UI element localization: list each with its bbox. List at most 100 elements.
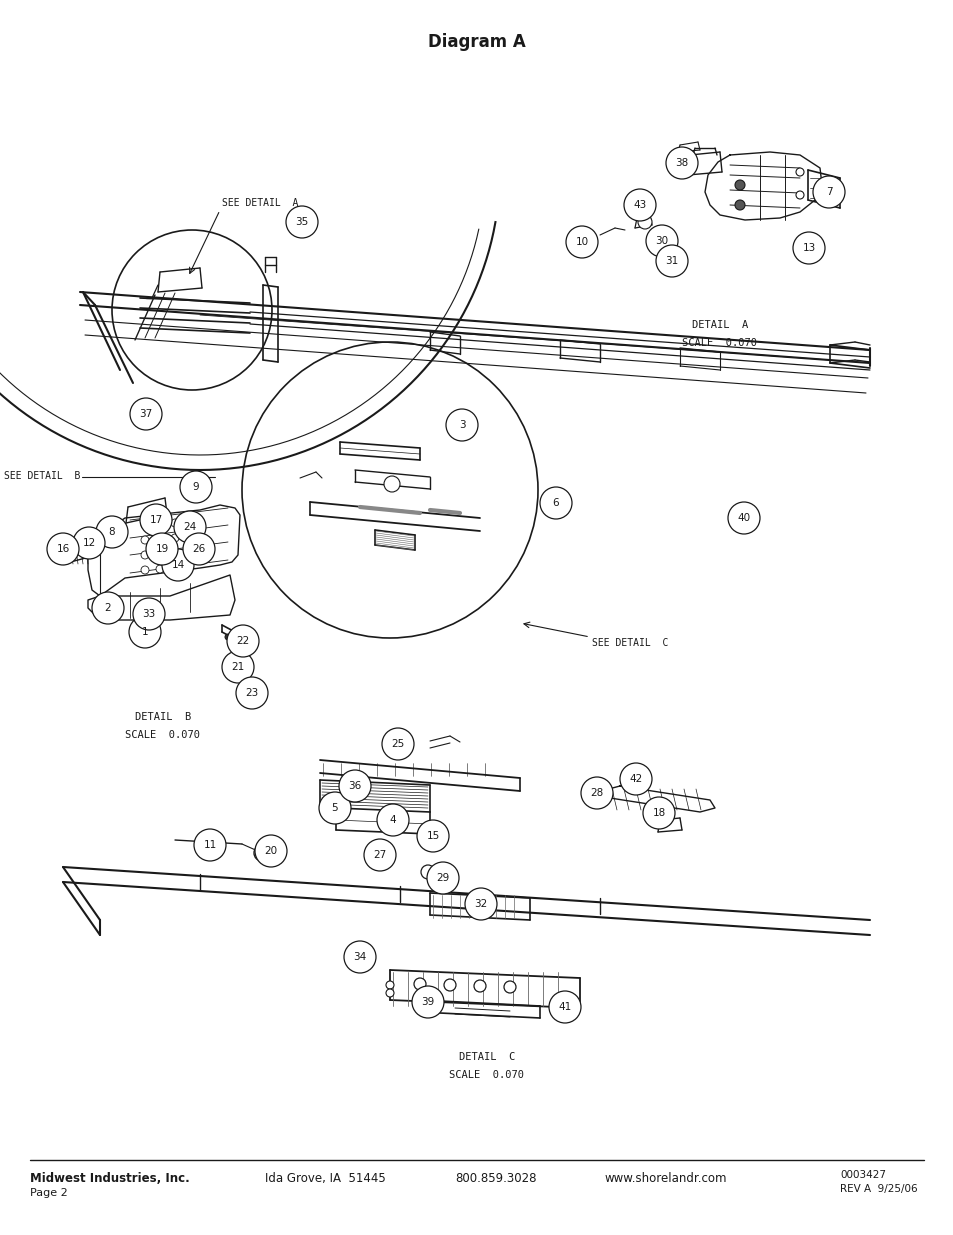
Circle shape [91,592,124,624]
Circle shape [47,534,79,564]
Text: 14: 14 [172,559,185,571]
Text: 31: 31 [664,256,678,266]
Text: 2: 2 [105,603,112,613]
Circle shape [795,191,803,199]
Circle shape [171,534,179,542]
Circle shape [73,527,105,559]
Text: 20: 20 [264,846,277,856]
Circle shape [146,534,178,564]
Circle shape [171,519,179,527]
Circle shape [318,792,351,824]
Text: 7: 7 [825,186,831,198]
Circle shape [364,839,395,871]
Circle shape [173,511,206,543]
Text: 42: 42 [629,774,642,784]
Text: DETAIL  A: DETAIL A [691,320,747,330]
Circle shape [286,206,317,238]
Text: SCALE  0.070: SCALE 0.070 [449,1070,524,1079]
Circle shape [427,862,458,894]
Text: 40: 40 [737,513,750,522]
Circle shape [338,769,371,802]
Circle shape [193,829,226,861]
Circle shape [232,637,237,643]
Circle shape [642,797,675,829]
Text: 26: 26 [193,543,206,555]
Circle shape [656,245,687,277]
Text: 24: 24 [183,522,196,532]
Text: 12: 12 [82,538,95,548]
Circle shape [225,634,231,640]
Text: 9: 9 [193,482,199,492]
Circle shape [734,180,744,190]
Text: 37: 37 [139,409,152,419]
Circle shape [141,566,149,574]
Circle shape [156,564,164,573]
Circle shape [539,487,572,519]
Text: 3: 3 [458,420,465,430]
Text: 36: 36 [348,781,361,790]
Circle shape [792,232,824,264]
Text: 25: 25 [391,739,404,748]
Text: Page 2: Page 2 [30,1188,68,1198]
Text: REV A  9/25/06: REV A 9/25/06 [840,1184,917,1194]
Text: 27: 27 [373,850,386,860]
Circle shape [565,226,598,258]
Text: 5: 5 [332,803,338,813]
Text: DETAIL  B: DETAIL B [134,713,191,722]
Circle shape [623,189,656,221]
Circle shape [130,398,162,430]
Text: 28: 28 [590,788,603,798]
Circle shape [156,550,164,558]
Circle shape [727,501,760,534]
Circle shape [381,727,414,760]
Circle shape [132,598,165,630]
Circle shape [812,177,844,207]
Text: 1: 1 [142,627,148,637]
Text: 0003427: 0003427 [840,1170,885,1179]
Text: 30: 30 [655,236,668,246]
Text: 41: 41 [558,1002,571,1011]
Text: 13: 13 [801,243,815,253]
Text: SEE DETAIL  A: SEE DETAIL A [222,198,298,207]
Circle shape [795,168,803,177]
Text: www.shorelandr.com: www.shorelandr.com [604,1172,727,1186]
Text: Diagram A: Diagram A [428,33,525,51]
Circle shape [443,979,456,990]
Text: SEE DETAIL  C: SEE DETAIL C [592,638,668,648]
Circle shape [386,981,394,989]
Circle shape [414,978,426,990]
Text: 4: 4 [389,815,395,825]
Text: 21: 21 [232,662,244,672]
Text: 8: 8 [109,527,115,537]
Text: Ida Grove, IA  51445: Ida Grove, IA 51445 [265,1172,385,1186]
Text: SEE DETAIL  B: SEE DETAIL B [4,471,80,480]
Circle shape [638,215,651,228]
Circle shape [227,625,258,657]
Circle shape [162,550,193,580]
Circle shape [464,888,497,920]
Circle shape [665,147,698,179]
Text: 15: 15 [426,831,439,841]
Text: 16: 16 [56,543,70,555]
Circle shape [129,616,161,648]
Circle shape [734,200,744,210]
Circle shape [474,981,485,992]
Circle shape [446,409,477,441]
Circle shape [242,342,537,638]
Text: 38: 38 [675,158,688,168]
Text: DETAIL  C: DETAIL C [458,1052,515,1062]
Text: 17: 17 [150,515,162,525]
Text: 10: 10 [575,237,588,247]
Circle shape [416,820,449,852]
Text: SCALE  0.070: SCALE 0.070 [681,338,757,348]
Circle shape [141,521,149,529]
Circle shape [171,550,179,557]
Circle shape [96,516,128,548]
Text: SCALE  0.070: SCALE 0.070 [126,730,200,740]
Text: 32: 32 [474,899,487,909]
Circle shape [254,835,287,867]
Text: 11: 11 [203,840,216,850]
Circle shape [141,536,149,543]
Circle shape [503,981,516,993]
Text: 19: 19 [155,543,169,555]
